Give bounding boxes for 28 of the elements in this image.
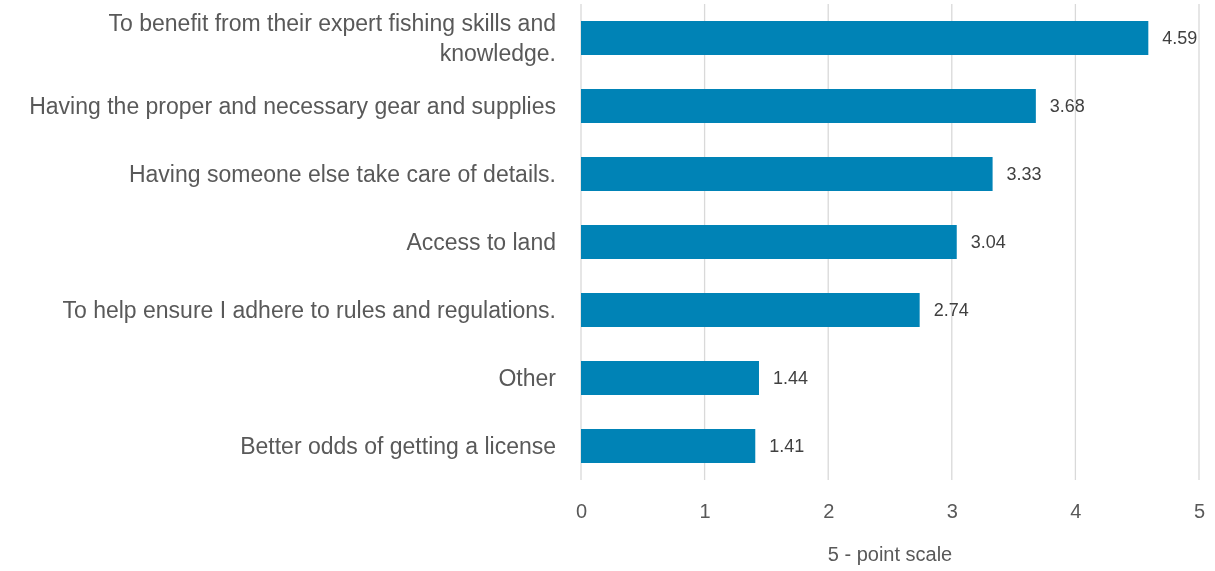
data-label: 3.68 — [1049, 96, 1085, 117]
x-tick-label: 5 — [1193, 500, 1206, 523]
data-label: 4.59 — [1162, 28, 1198, 49]
bar — [581, 429, 756, 463]
x-axis-title: 5 - point scale — [827, 543, 953, 565]
y-tick-label: To help ensure I adhere to rules and regulations. — [62, 297, 556, 324]
bar — [581, 89, 1036, 123]
y-tick-label: Having the proper and necessary gear and supplies — [29, 93, 556, 120]
y-tick-label: To benefit from their expert fishing skills and knowledge. — [108, 10, 556, 67]
x-tick-label: 4 — [1070, 500, 1082, 523]
data-label: 3.33 — [1006, 164, 1042, 185]
data-label: 2.74 — [933, 300, 969, 321]
bar — [581, 225, 957, 259]
bar — [581, 21, 1149, 55]
bar — [581, 157, 993, 191]
y-tick-label: Having someone else take care of details. — [128, 161, 556, 188]
x-tick-label: 3 — [946, 500, 958, 523]
bar — [581, 361, 759, 395]
y-tick-label: Access to land — [406, 229, 556, 256]
data-label: 1.44 — [772, 368, 809, 389]
x-tick-label: 1 — [699, 500, 711, 523]
data-label: 1.41 — [769, 436, 805, 457]
x-tick-label: 0 — [575, 500, 588, 523]
data-label: 3.04 — [970, 232, 1006, 253]
y-tick-label: Better odds of getting a license — [240, 433, 556, 460]
x-tick-label: 2 — [823, 500, 835, 523]
y-tick-label: Other — [498, 365, 557, 392]
bar — [581, 293, 920, 327]
